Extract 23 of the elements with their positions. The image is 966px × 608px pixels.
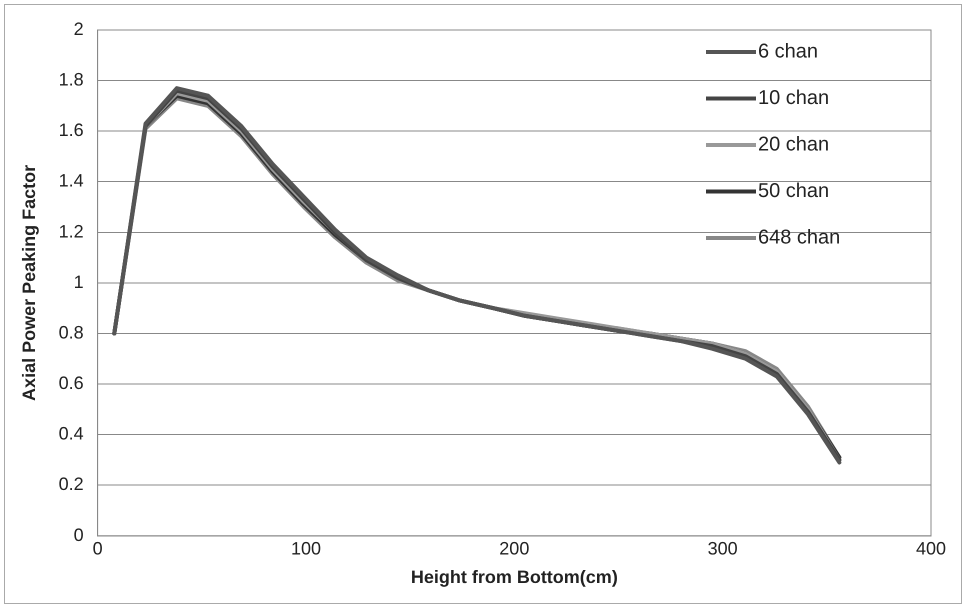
y-tick-label: 1.8	[58, 70, 84, 90]
y-tick-label: 0.8	[58, 322, 84, 342]
y-tick-label: 0.6	[58, 373, 84, 394]
y-tick-label: 1.4	[58, 170, 84, 191]
x-tick-label: 200	[499, 538, 530, 559]
legend-label: 648 chan	[758, 226, 840, 249]
legend-label: 10 chan	[758, 87, 830, 110]
y-tick-label: 0.4	[58, 424, 84, 444]
y-axis-title: Axial Power Peaking Factor	[18, 164, 39, 401]
y-tick-label: 1.6	[58, 120, 84, 140]
x-tick-label: 300	[708, 538, 738, 559]
x-tick-label: 400	[916, 538, 946, 559]
y-tick-label: 1	[74, 272, 84, 292]
legend-label: 20 chan	[758, 134, 830, 156]
y-tick-label: 1.2	[58, 221, 84, 242]
legend-label: 50 chan	[758, 180, 830, 202]
y-tick-label: 2	[74, 18, 84, 39]
y-tick-label: 0	[74, 524, 84, 545]
y-tick-label: 0.2	[58, 474, 84, 494]
x-axis-title: Height from Bottom(cm)	[410, 567, 618, 588]
legend-label: 6 chan	[758, 40, 818, 63]
x-tick-label: 0	[92, 538, 103, 559]
x-tick-label: 100	[290, 538, 321, 559]
